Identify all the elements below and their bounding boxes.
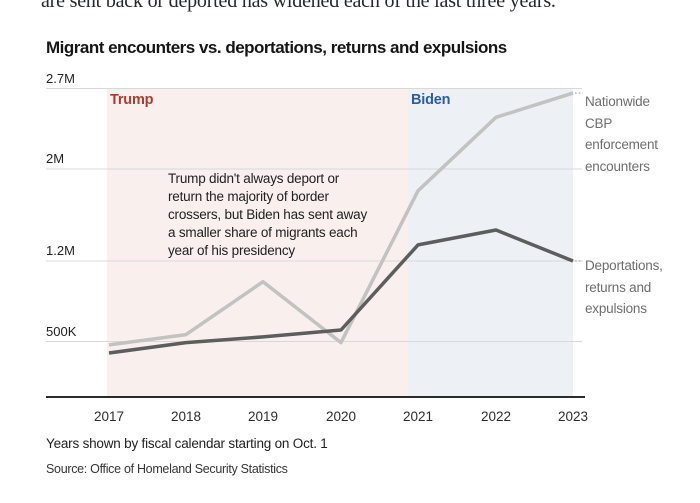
legend-line: enforcement: [585, 137, 658, 152]
annotation-line: a smaller share of migrants each: [168, 225, 358, 240]
x-tick-label: 2020: [325, 409, 357, 424]
legend-line: Nationwide: [585, 94, 650, 109]
annotation-line: crossers, but Biden has sent away: [168, 207, 368, 222]
era-label-trump: Trump: [110, 92, 154, 108]
legend-deportations: Deportations, returns and expulsions: [585, 255, 697, 320]
chart-footnote: Years shown by fiscal calendar starting …: [46, 436, 328, 451]
x-tick-label: 2023: [557, 409, 589, 424]
y-tick-label: 2.7M: [46, 70, 75, 86]
y-tick-label: 1.2M: [46, 243, 75, 258]
legend-line: returns and: [585, 279, 652, 295]
x-tick-label: 2022: [480, 409, 512, 424]
legend-line: Deportations,: [585, 258, 663, 273]
series-line-encounters: [108, 91, 574, 347]
intro-paragraph-clipped: are sent back or deported has widened ea…: [41, 0, 556, 12]
y-tick-label: 2M: [46, 151, 65, 166]
era-label-biden: Biden: [411, 92, 451, 108]
series-line-deportations: [108, 228, 574, 355]
x-tick-label: 2019: [247, 409, 279, 424]
annotation-line: year of his presidency: [168, 243, 295, 258]
legend-encounters: Nationwide CBP enforcement encounters: [585, 91, 697, 177]
x-tick-label: 2021: [402, 409, 434, 424]
legend-line: CBP: [585, 115, 613, 131]
chart-annotation: Trump didn't always deport or return the …: [168, 170, 398, 260]
x-tick-label: 2017: [93, 409, 125, 424]
y-tick-label: 500K: [46, 323, 77, 339]
x-tick-label: 2018: [170, 409, 202, 424]
chart-title: Migrant encounters vs. deportations, ret…: [46, 38, 507, 57]
annotation-line: Trump didn't always deport or: [168, 171, 340, 186]
legend-line: expulsions: [585, 301, 647, 316]
legend-line: encounters: [585, 158, 650, 174]
annotation-line: return the majority of border: [168, 189, 329, 204]
chart-source: Source: Office of Homeland Security Stat…: [46, 462, 288, 476]
